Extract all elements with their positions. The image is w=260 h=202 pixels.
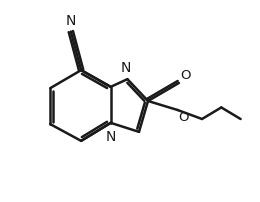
Text: N: N: [121, 61, 131, 75]
Text: N: N: [66, 15, 76, 28]
Text: O: O: [180, 69, 191, 82]
Text: N: N: [106, 130, 116, 144]
Text: O: O: [179, 111, 189, 124]
